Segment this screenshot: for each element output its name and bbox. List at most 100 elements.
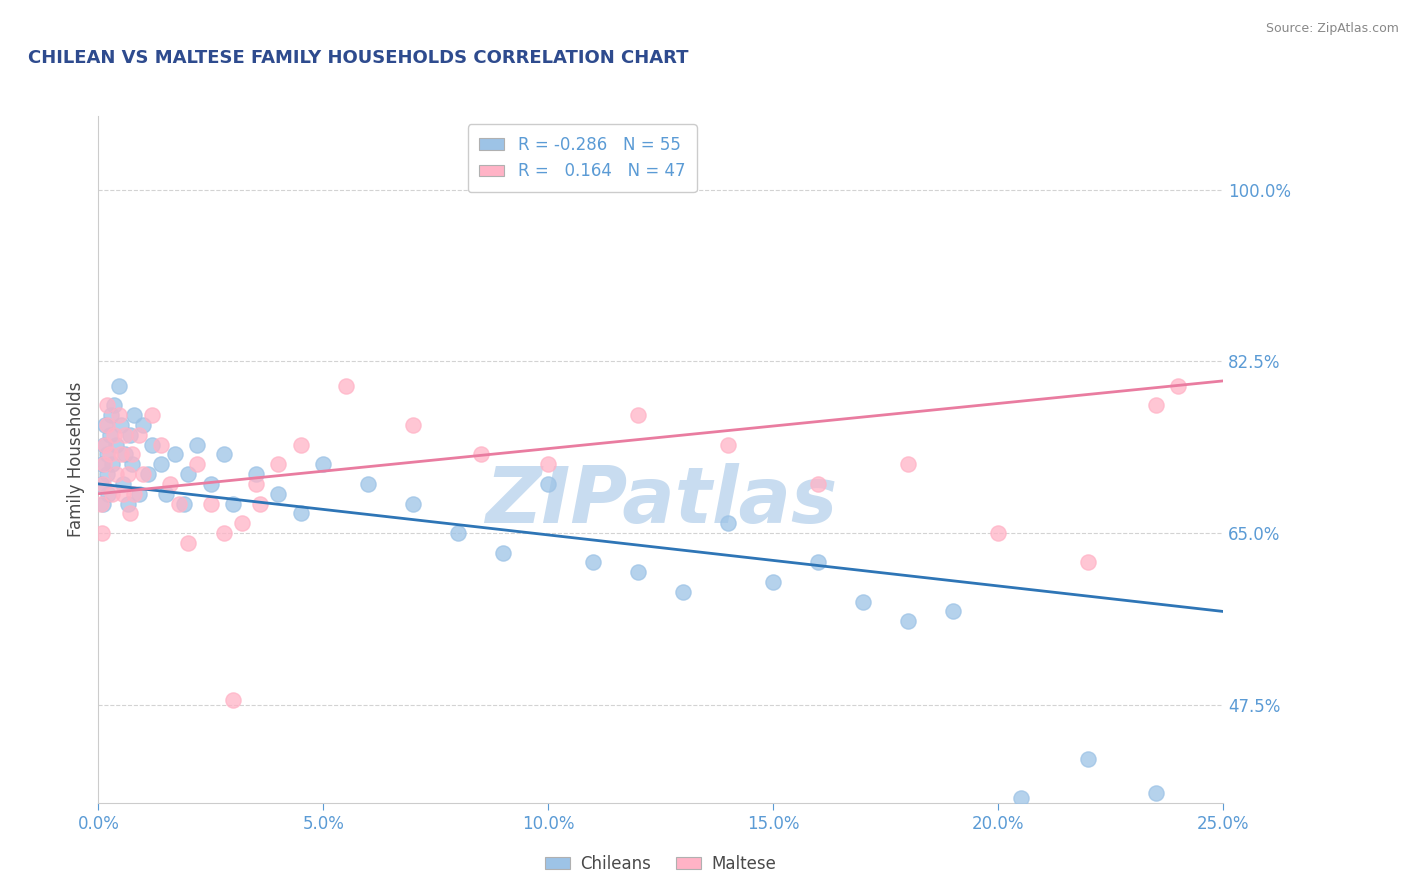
Point	[91, 496, 114, 510]
Point	[117, 467, 139, 482]
Point	[537, 477, 560, 491]
Point	[96, 399, 118, 413]
Point	[114, 428, 136, 442]
Point	[222, 496, 245, 510]
Point	[717, 516, 740, 530]
Point	[150, 438, 173, 452]
Point	[897, 458, 920, 472]
Point	[91, 526, 114, 541]
Point	[101, 487, 124, 501]
Point	[103, 399, 125, 413]
Point	[214, 526, 236, 541]
Point	[335, 379, 357, 393]
Point	[942, 605, 965, 619]
Point	[105, 438, 128, 452]
Point	[1144, 786, 1167, 800]
Point	[200, 496, 222, 510]
Point	[155, 487, 177, 501]
Point	[627, 409, 650, 423]
Point	[267, 458, 290, 472]
Point	[118, 507, 141, 521]
Point	[98, 428, 121, 442]
Text: CHILEAN VS MALTESE FAMILY HOUSEHOLDS CORRELATION CHART: CHILEAN VS MALTESE FAMILY HOUSEHOLDS COR…	[28, 49, 689, 67]
Point	[200, 477, 222, 491]
Point	[91, 477, 114, 491]
Point	[93, 438, 115, 452]
Point	[231, 516, 253, 530]
Point	[118, 428, 141, 442]
Point	[897, 614, 920, 628]
Point	[186, 458, 208, 472]
Point	[90, 477, 112, 491]
Point	[98, 448, 121, 462]
Text: Source: ZipAtlas.com: Source: ZipAtlas.com	[1265, 22, 1399, 36]
Point	[177, 535, 200, 549]
Point	[103, 428, 125, 442]
Point	[245, 477, 267, 491]
Point	[107, 409, 129, 423]
Point	[290, 507, 312, 521]
Point	[627, 566, 650, 580]
Point	[94, 417, 117, 433]
Point	[128, 487, 150, 501]
Point	[124, 487, 146, 501]
Point	[96, 417, 118, 433]
Point	[112, 477, 135, 491]
Point	[173, 496, 195, 510]
Point	[169, 496, 191, 510]
Point	[124, 409, 146, 423]
Point	[447, 526, 470, 541]
Point	[807, 555, 830, 570]
Point	[110, 417, 132, 433]
Point	[672, 585, 695, 599]
Point	[100, 409, 122, 423]
Legend: Chileans, Maltese: Chileans, Maltese	[538, 848, 783, 880]
Point	[402, 496, 425, 510]
Point	[249, 496, 271, 510]
Y-axis label: Family Households: Family Households	[66, 382, 84, 537]
Point	[492, 546, 515, 560]
Point	[807, 477, 830, 491]
Point	[290, 438, 312, 452]
Point	[582, 555, 605, 570]
Point	[128, 428, 150, 442]
Text: ZIPatlas: ZIPatlas	[485, 463, 837, 539]
Point	[1077, 751, 1099, 765]
Point	[132, 417, 155, 433]
Point	[110, 448, 132, 462]
Point	[245, 467, 267, 482]
Legend: R = -0.286   N = 55, R =   0.164   N = 47: R = -0.286 N = 55, R = 0.164 N = 47	[468, 124, 696, 192]
Point	[91, 458, 114, 472]
Point	[97, 487, 120, 501]
Point	[96, 448, 118, 462]
Point	[267, 487, 290, 501]
Point	[93, 458, 115, 472]
Point	[186, 438, 208, 452]
Point	[159, 477, 181, 491]
Point	[105, 467, 128, 482]
Point	[987, 526, 1010, 541]
Point	[470, 448, 492, 462]
Point	[163, 448, 186, 462]
Point	[717, 438, 740, 452]
Point	[90, 496, 112, 510]
Point	[762, 575, 785, 590]
Point	[96, 467, 118, 482]
Point	[101, 458, 124, 472]
Point	[312, 458, 335, 472]
Point	[132, 467, 155, 482]
Point	[402, 417, 425, 433]
Point	[214, 448, 236, 462]
Point	[107, 379, 129, 393]
Point	[1167, 379, 1189, 393]
Point	[222, 692, 245, 706]
Point	[177, 467, 200, 482]
Point	[357, 477, 380, 491]
Point	[112, 487, 135, 501]
Point	[141, 409, 163, 423]
Point	[1010, 791, 1032, 805]
Point	[117, 496, 139, 510]
Point	[136, 467, 159, 482]
Point	[94, 438, 117, 452]
Point	[852, 594, 875, 608]
